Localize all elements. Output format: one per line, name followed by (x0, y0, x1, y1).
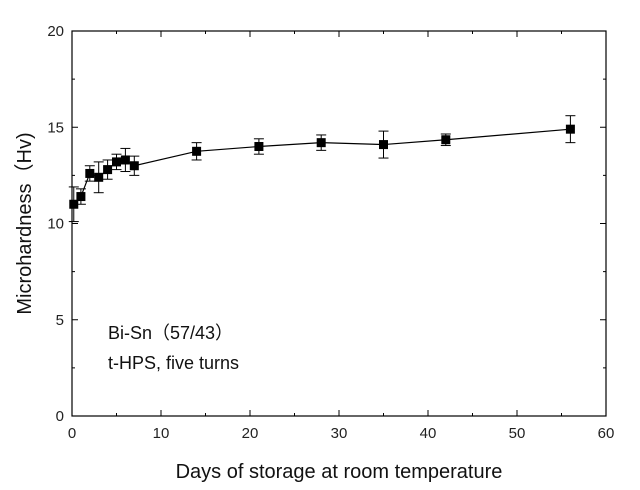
error-bars (68, 115, 576, 223)
y-tick-label: 5 (56, 312, 64, 329)
annotation-alloy: Bi-Sn（57/43） (108, 323, 233, 343)
y-tick-label: 15 (47, 119, 64, 136)
data-point (76, 192, 86, 202)
data-point (120, 155, 130, 165)
x-tick-label: 30 (331, 425, 348, 442)
y-tick-label: 0 (56, 408, 64, 425)
data-point (129, 161, 139, 171)
x-tick-label: 0 (68, 425, 76, 442)
data-point (103, 165, 113, 175)
data-markers (69, 124, 575, 209)
x-tick-label: 40 (420, 425, 437, 442)
data-point (85, 168, 95, 178)
tick-labels: 0 10 20 30 40 50 60 0 5 10 15 20 (47, 23, 614, 442)
x-tick-label: 10 (153, 425, 170, 442)
annotation-process: t-HPS, five turns (108, 353, 239, 373)
data-point (441, 135, 451, 145)
data-point (565, 124, 575, 134)
y-tick-label: 20 (47, 23, 64, 40)
y-axis-label: Microhardness（Hv) (13, 132, 36, 314)
data-point (69, 199, 79, 209)
data-point (94, 172, 104, 182)
x-tick-label: 60 (598, 425, 615, 442)
axis-ticks (71, 30, 607, 417)
x-axis-label: Days of storage at room temperature (176, 461, 503, 483)
x-tick-label: 20 (242, 425, 259, 442)
data-point (192, 146, 202, 156)
y-tick-label: 10 (47, 216, 64, 233)
data-point (112, 157, 121, 167)
data-point (254, 142, 264, 151)
data-point (379, 140, 388, 150)
x-tick-label: 50 (509, 425, 526, 442)
data-point (316, 138, 326, 148)
